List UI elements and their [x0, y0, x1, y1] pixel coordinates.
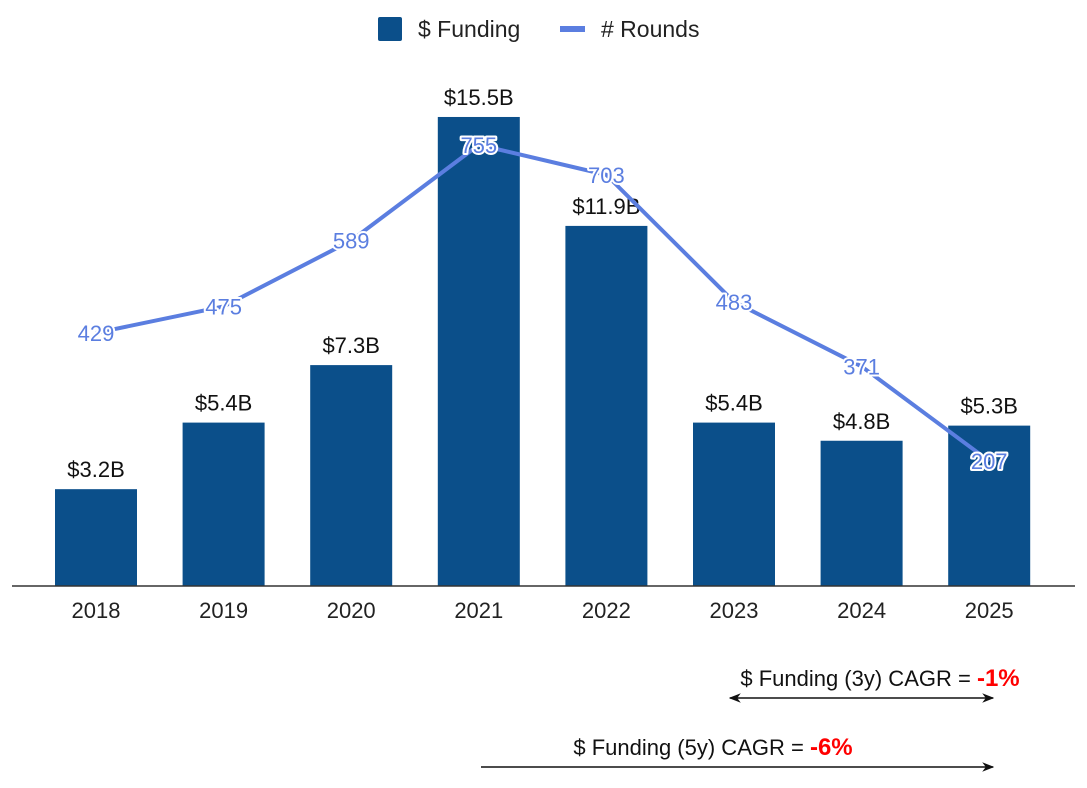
bar-2019 — [182, 422, 265, 586]
rounds-line — [95, 142, 991, 463]
legend-swatch-funding — [378, 17, 402, 41]
rounds-label-2024: 371 — [843, 354, 880, 379]
bar-2022 — [565, 225, 648, 586]
cagr-annotation-0: $ Funding (3y) CAGR = -1% — [740, 665, 1019, 692]
rounds-label-2025: 207 — [971, 449, 1008, 474]
cagr-label: $ Funding (5y) CAGR = — [573, 735, 810, 760]
rounds-label-2019: 475 — [205, 294, 242, 319]
bar-2025 — [948, 425, 1031, 586]
bar-2018 — [55, 489, 137, 586]
bar-2023 — [693, 422, 775, 586]
bar-2024 — [820, 440, 903, 586]
legend: $ Funding # Rounds — [378, 16, 699, 42]
rounds-label-2020: 589 — [333, 229, 370, 254]
rounds-label-2021: 755 — [460, 133, 497, 158]
bar-label-2024: $4.8B — [833, 409, 891, 434]
legend-swatch-rounds — [560, 26, 585, 32]
x-tick-2019: 2019 — [199, 598, 248, 623]
rounds-label-2022: 703 — [588, 163, 625, 188]
legend-label-rounds: # Rounds — [601, 16, 699, 42]
x-tick-2023: 2023 — [710, 598, 759, 623]
bar-label-2018: $3.2B — [67, 457, 125, 482]
bar-label-2023: $5.4B — [705, 391, 763, 416]
rounds-label-2018: 429 — [78, 321, 115, 346]
legend-label-funding: $ Funding — [418, 16, 520, 42]
cagr-label: $ Funding (3y) CAGR = — [740, 666, 977, 691]
bar-label-2021: $15.5B — [444, 85, 514, 110]
x-tick-2021: 2021 — [454, 598, 503, 623]
x-tick-2022: 2022 — [582, 598, 631, 623]
bar-label-2019: $5.4B — [195, 391, 253, 416]
rounds-label-2023: 483 — [716, 290, 753, 315]
bar-label-2025: $5.3B — [960, 394, 1018, 419]
cagr-value: -1% — [977, 665, 1020, 692]
bar-2021 — [437, 116, 520, 586]
x-tick-2024: 2024 — [837, 598, 886, 623]
bar-label-2020: $7.3B — [322, 333, 380, 358]
cagr-value: -6% — [810, 734, 853, 761]
bar-2020 — [310, 365, 393, 586]
x-tick-2018: 2018 — [72, 598, 121, 623]
cagr-annotation-1: $ Funding (5y) CAGR = -6% — [573, 734, 852, 761]
x-tick-2020: 2020 — [327, 598, 376, 623]
x-tick-2025: 2025 — [965, 598, 1014, 623]
